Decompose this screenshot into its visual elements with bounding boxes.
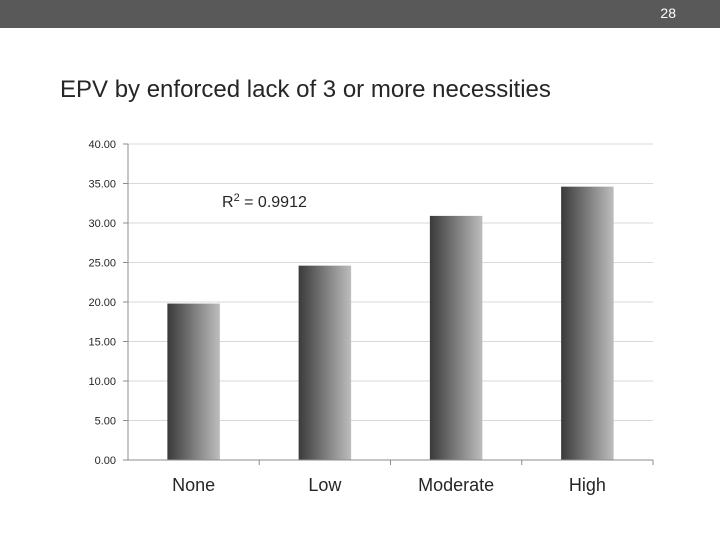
- y-tick-label: 40.00: [88, 139, 116, 151]
- r-squared-value: = 0.9912: [240, 194, 307, 211]
- bar-high: [561, 186, 614, 460]
- y-tick-label: 5.00: [95, 416, 116, 428]
- r-squared-annotation: R2 = 0.9912: [222, 192, 307, 211]
- y-tick-label: 35.00: [88, 179, 116, 191]
- x-category-label: Moderate: [418, 475, 494, 495]
- y-tick-label: 15.00: [88, 337, 116, 349]
- y-tick-label: 30.00: [88, 218, 116, 230]
- r-squared-base: R: [222, 194, 234, 211]
- slide-number: 28: [660, 5, 676, 21]
- bar-moderate: [429, 215, 483, 460]
- x-category-label: Low: [308, 475, 342, 495]
- top-bar: 28: [0, 0, 720, 28]
- slide-title: EPV by enforced lack of 3 or more necess…: [60, 76, 551, 103]
- y-tick-label: 10.00: [88, 376, 116, 388]
- r-squared-superscript: 2: [234, 192, 240, 204]
- bar-low: [298, 265, 352, 460]
- y-tick-label: 0.00: [95, 455, 116, 467]
- x-category-label: High: [569, 475, 606, 495]
- x-category-label: None: [172, 475, 215, 495]
- y-tick-label: 25.00: [88, 258, 116, 270]
- bar-none: [167, 303, 220, 460]
- y-tick-label: 20.00: [88, 297, 116, 309]
